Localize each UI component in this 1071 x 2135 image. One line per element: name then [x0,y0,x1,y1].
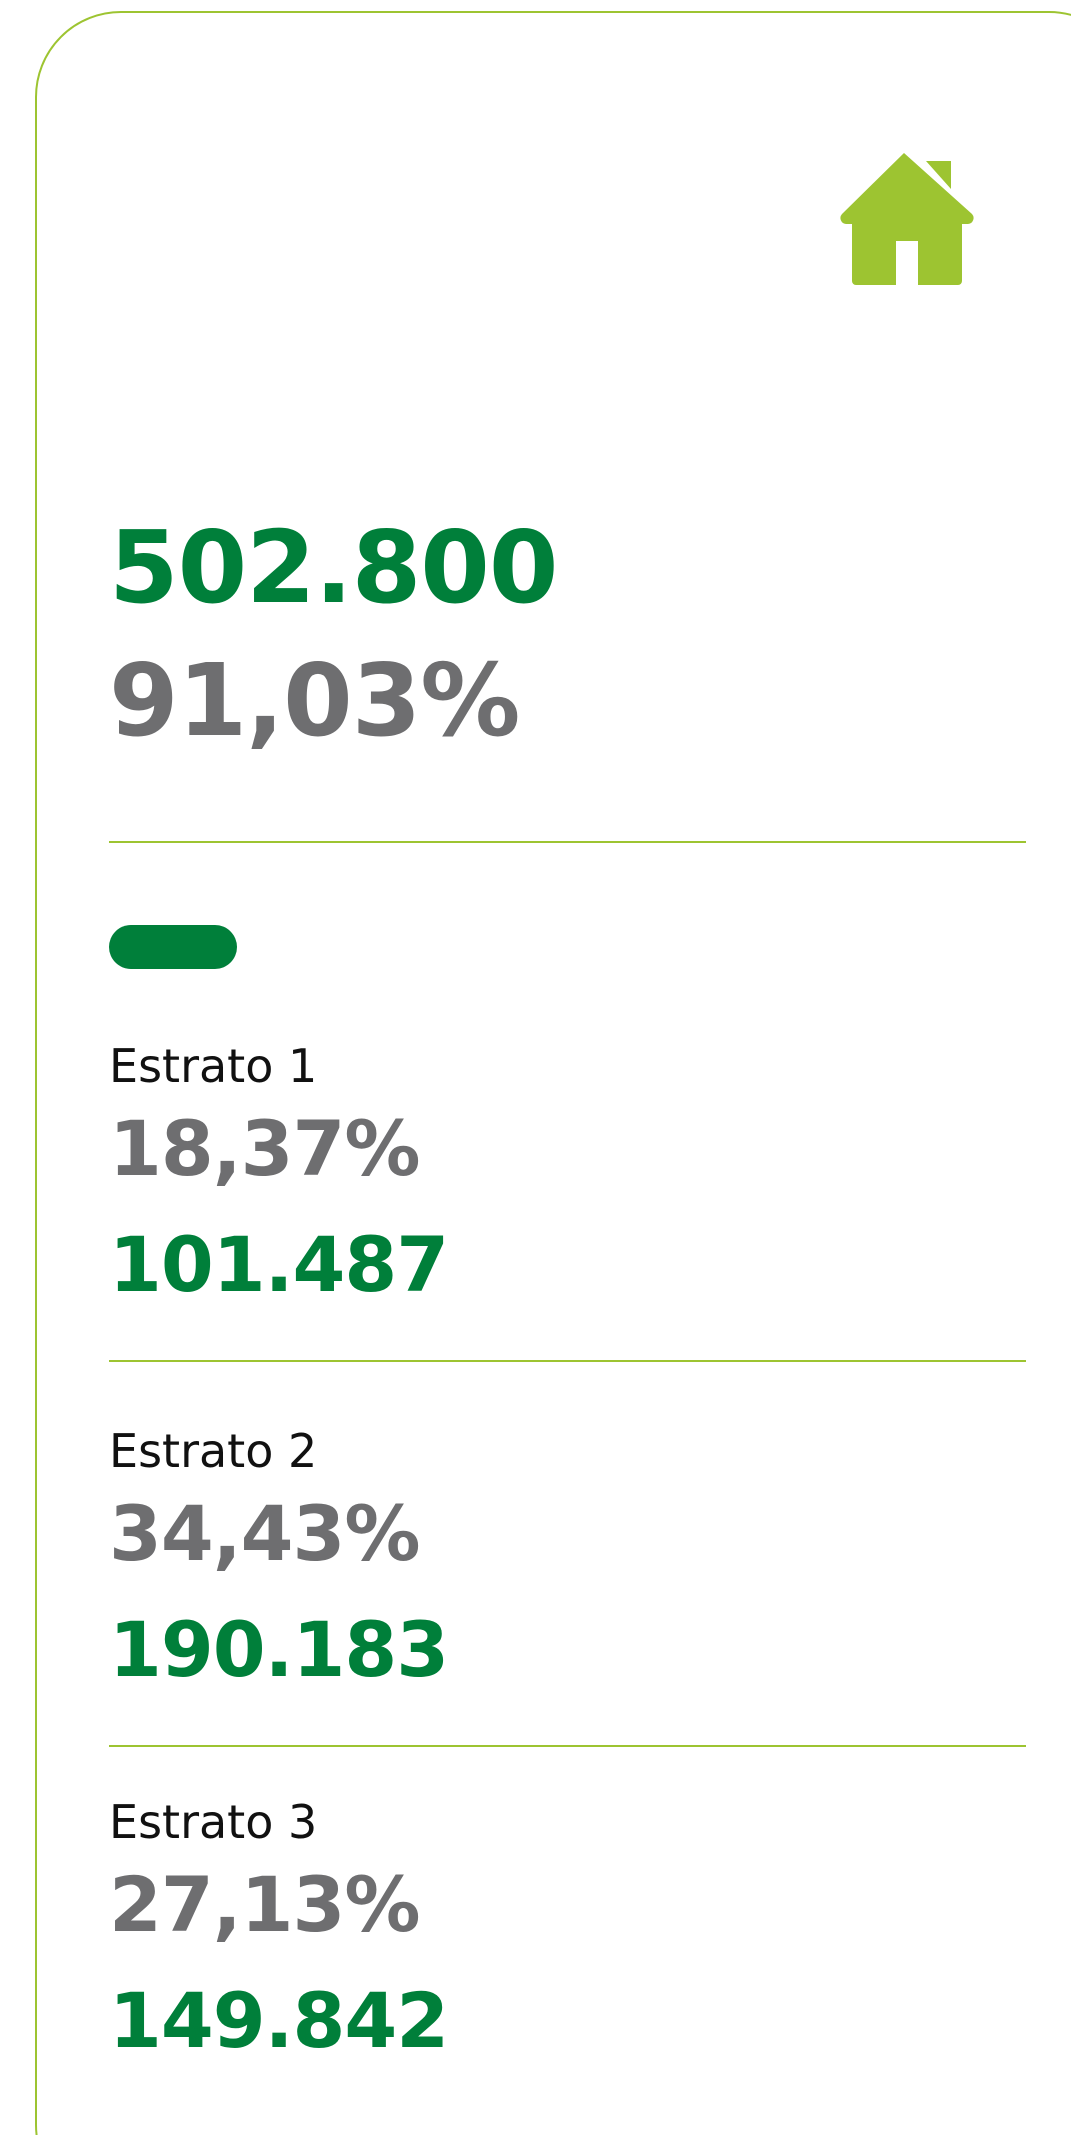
stratum-label: Estrato 1 [109,1039,318,1093]
legend-pill [109,925,237,969]
total-value: 502.800 [109,509,558,626]
stratum-count: 101.487 [109,1220,449,1309]
divider [109,841,1026,843]
home-icon [840,153,974,285]
stratum-percent: 18,37% [109,1104,421,1193]
card [35,11,1071,2135]
stratum-label: Estrato 3 [109,1795,318,1849]
divider [109,1745,1026,1747]
stratum-percent: 27,13% [109,1860,421,1949]
stratum-count: 190.183 [109,1605,449,1694]
total-percent: 91,03% [109,642,521,759]
stratum-count: 149.842 [109,1976,449,2065]
stratum-label: Estrato 2 [109,1424,318,1478]
divider [109,1360,1026,1362]
stratum-percent: 34,43% [109,1489,421,1578]
